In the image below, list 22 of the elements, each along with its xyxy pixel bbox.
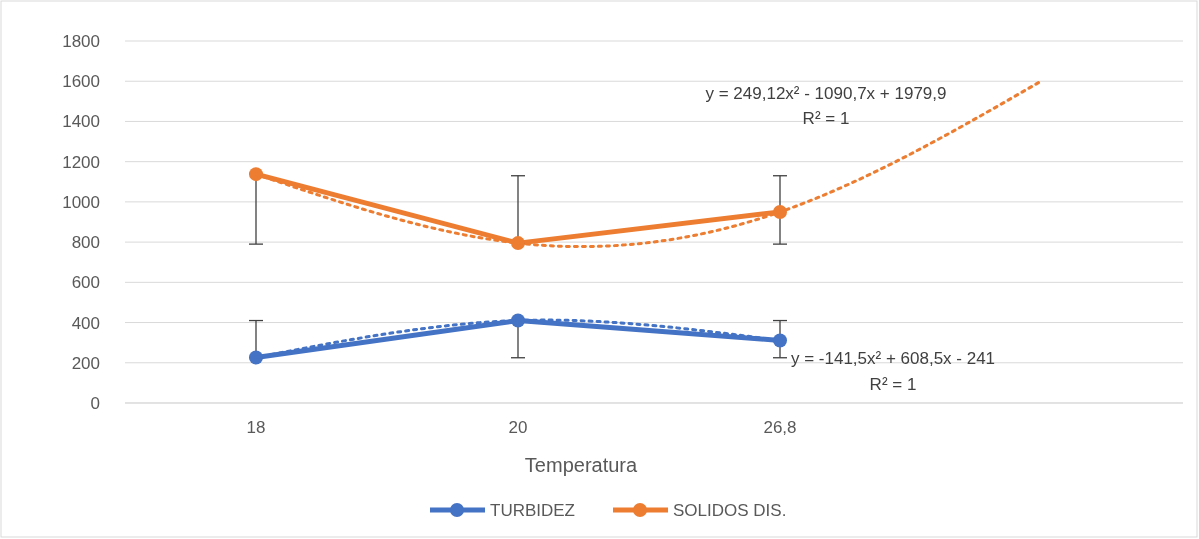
legend-label: SOLIDOS DIS.	[673, 501, 787, 520]
annotation: R² = 1	[869, 375, 917, 394]
y-tick-label: 600	[71, 273, 100, 293]
annotation: R² = 1	[802, 109, 850, 128]
y-tick-label: 400	[71, 313, 100, 333]
y-tick-label: 0	[90, 393, 100, 413]
annotation: y = -141,5x² + 608,5x - 241	[790, 349, 996, 368]
y-tick-label: 1400	[62, 112, 100, 132]
x-tick-label: 20	[508, 418, 528, 438]
x-tick-label: 26,8	[763, 418, 797, 438]
y-tick-label: 1600	[62, 72, 100, 92]
x-axis-title: Temperatura	[524, 454, 639, 476]
point	[773, 333, 787, 348]
point	[249, 167, 263, 182]
y-tick-label: 800	[71, 233, 100, 253]
y-tick-label: 1800	[62, 31, 100, 51]
legend-label: TURBIDEZ	[490, 501, 575, 520]
y-tick-label: 1200	[62, 152, 100, 172]
y-tick-label: 1000	[62, 192, 100, 212]
x-tick-label: 18	[246, 418, 266, 438]
y-tick-label: 200	[71, 353, 100, 373]
annotation: y = 249,12x² - 1090,7x + 1979,9	[705, 84, 947, 103]
